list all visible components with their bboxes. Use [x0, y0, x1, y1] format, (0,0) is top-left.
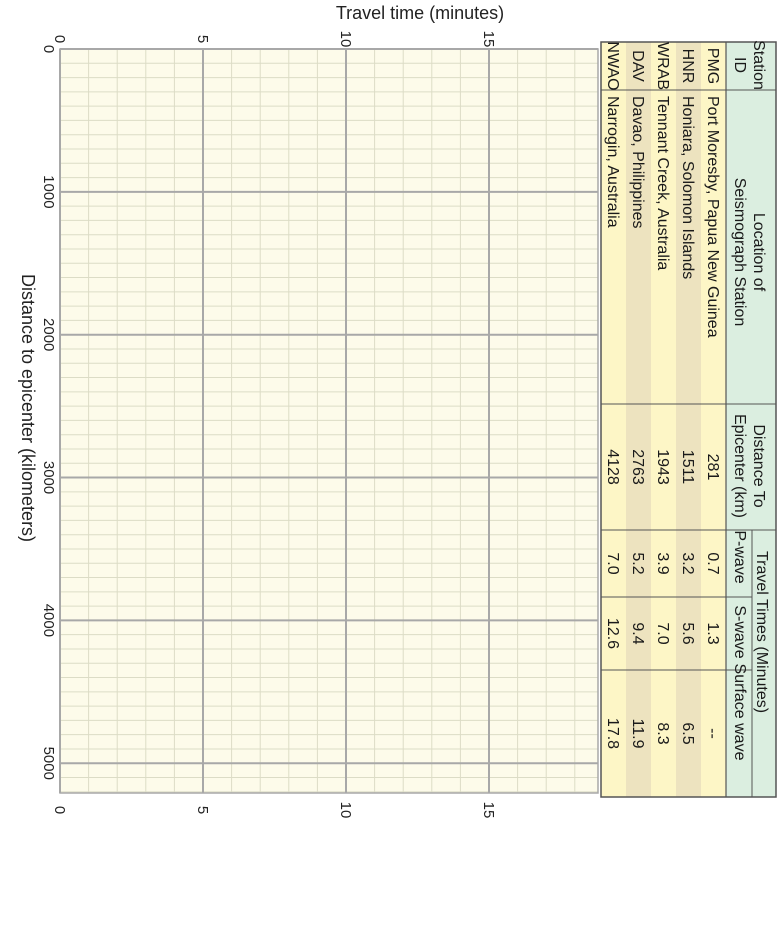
- p-wave-cell: 3.2: [679, 552, 696, 574]
- row-background: [601, 42, 626, 797]
- surface-wave-cell: 8.3: [654, 722, 671, 744]
- station-id-cell: DAV: [629, 50, 646, 82]
- time-tick-labels-top: 0 5 10 15: [51, 31, 497, 48]
- distance-tick-label: 1000: [40, 175, 57, 208]
- travel-time-table: Station ID Location of Seismograph Stati…: [600, 40, 777, 798]
- surface-wave-cell: --: [704, 728, 721, 739]
- distance-tick-label: 4000: [40, 604, 57, 637]
- distance-tick-label: 0: [40, 45, 57, 53]
- header-background: [726, 42, 776, 797]
- p-wave-cell: 3.9: [654, 552, 671, 574]
- s-wave-cell: 7.0: [654, 622, 671, 644]
- s-wave-cell: 9.4: [629, 622, 646, 644]
- table-row: PMG Port Moresby, Papua New Guinea 281 0.7 1…: [704, 48, 721, 739]
- table-row: HNR Honiara, Solomon Islands 1511 3.2 5.6 6.5: [679, 49, 696, 745]
- distance-tick-label: 5000: [40, 747, 57, 780]
- row-background: [676, 42, 701, 797]
- surface-wave-cell: 11.9: [629, 719, 646, 749]
- station-id-cell: PMG: [704, 48, 721, 84]
- p-wave-cell: 7.0: [604, 552, 621, 574]
- header-location-2: Seismograph Station: [731, 178, 748, 327]
- table-row: DAV Davao, Philippines 2763 5.2 9.4 11.9: [629, 50, 646, 748]
- time-tick-label: 0: [51, 35, 68, 43]
- location-cell: Davao, Philippines: [629, 96, 646, 229]
- minor-gridlines: [60, 49, 598, 793]
- table-row: NWAO Narrogin, Australia 4128 7.0 12.6 17.8: [604, 41, 621, 749]
- x-axis-title: Distance to epicenter (kilometers): [18, 274, 38, 542]
- header-travel-times: Travel Times (Minutes): [753, 551, 770, 713]
- time-tick-label: 10: [337, 31, 354, 48]
- time-tick-label: 5: [194, 806, 211, 814]
- graph-border: [59, 48, 599, 794]
- time-tick-label: 15: [480, 802, 497, 819]
- distance-cell: 1943: [654, 449, 671, 485]
- distance-tick-labels: 0 1000 2000 3000 4000 5000: [40, 45, 57, 780]
- header-station-id: Station: [750, 40, 767, 90]
- graph-paper: [60, 49, 598, 793]
- distance-cell: 281: [704, 454, 721, 481]
- header-location: Location of: [750, 213, 767, 292]
- distance-cell: 4128: [604, 449, 621, 485]
- table-backgrounds: [601, 42, 776, 797]
- s-wave-cell: 12.6: [604, 618, 621, 649]
- station-id-cell: HNR: [679, 49, 696, 84]
- time-tick-label: 0: [51, 806, 68, 814]
- y-axis-title: Travel time (minutes): [336, 3, 504, 23]
- table-body: PMG Port Moresby, Papua New Guinea 281 0.7 1…: [604, 41, 721, 749]
- row-background: [701, 42, 726, 797]
- header-surface-wave: Surface wave: [731, 664, 748, 761]
- header-s-wave: S-wave: [731, 605, 748, 658]
- location-cell: Tennant Creek, Australia: [654, 96, 671, 270]
- table-row: WRAB Tennant Creek, Australia 1943 3.9 7.0 8.…: [654, 42, 671, 745]
- time-tick-label: 5: [194, 35, 211, 43]
- row-background: [626, 42, 651, 797]
- table-borders: [600, 41, 777, 798]
- header-station-id-2: ID: [731, 57, 748, 73]
- table-outline: [600, 41, 777, 798]
- station-id-cell: NWAO: [604, 41, 621, 90]
- surface-wave-cell: 17.8: [604, 718, 621, 749]
- s-wave-cell: 5.6: [679, 622, 696, 644]
- station-id-cell: WRAB: [654, 42, 671, 90]
- p-wave-cell: 5.2: [629, 552, 646, 574]
- header-distance-2: Epicenter (km): [731, 414, 748, 518]
- surface-wave-cell: 6.5: [679, 722, 696, 744]
- location-cell: Narrogin, Australia: [604, 96, 621, 228]
- time-tick-labels-bottom: 0 5 10 15: [51, 802, 497, 819]
- distance-tick-label: 3000: [40, 461, 57, 494]
- time-tick-label: 10: [337, 802, 354, 819]
- distance-cell: 2763: [629, 449, 646, 485]
- table-header: Station ID Location of Seismograph Stati…: [731, 40, 770, 760]
- location-cell: Port Moresby, Papua New Guinea: [704, 96, 721, 338]
- location-cell: Honiara, Solomon Islands: [679, 96, 696, 279]
- s-wave-cell: 1.3: [704, 622, 721, 644]
- p-wave-cell: 0.7: [704, 552, 721, 574]
- row-background: [651, 42, 676, 797]
- distance-cell: 1511: [679, 450, 696, 485]
- distance-tick-label: 2000: [40, 318, 57, 351]
- header-p-wave: P-wave: [731, 530, 748, 583]
- time-tick-label: 15: [480, 31, 497, 48]
- header-distance: Distance To: [750, 424, 767, 507]
